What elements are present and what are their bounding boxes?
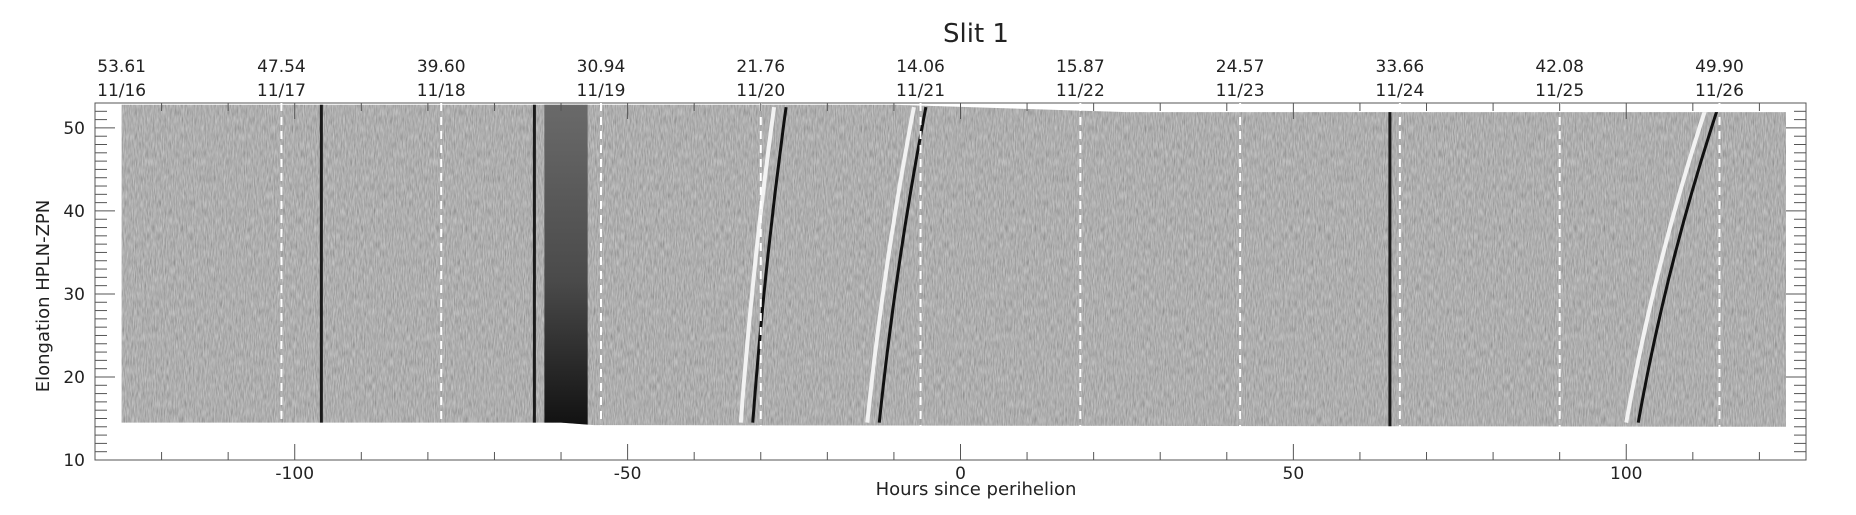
top-axis-label-group: 39.60 11/18 <box>417 57 466 101</box>
top-axis-date: 11/19 <box>576 81 625 101</box>
top-axis-label-group: 33.66 11/24 <box>1375 57 1424 101</box>
top-axis-value: 47.54 <box>257 57 306 77</box>
top-axis-date: 11/17 <box>257 81 306 101</box>
heatmap-background <box>121 104 1787 427</box>
x-axis-label: Hours since perihelion <box>876 479 1077 500</box>
top-axis-value: 21.76 <box>736 57 785 77</box>
top-axis-label-group: 30.94 11/19 <box>576 57 625 101</box>
top-axis-date: 11/23 <box>1216 81 1265 101</box>
dark-track-edge <box>1636 106 1720 423</box>
bright-track <box>865 106 916 423</box>
y-tick-label: 40 <box>63 202 85 222</box>
bright-track <box>1624 106 1709 423</box>
heatmap-image <box>121 104 1787 427</box>
dark-track-edge <box>877 106 928 423</box>
data-gap-band <box>544 104 588 427</box>
top-axis-date: 11/26 <box>1695 81 1744 101</box>
top-axis-date: 11/16 <box>97 81 146 101</box>
top-axis-date: 11/22 <box>1056 81 1105 101</box>
top-axis-value: 30.94 <box>577 57 626 77</box>
y-axis-label: Elongation HPLN-ZPN <box>33 200 54 392</box>
top-axis-label-group: 15.87 11/22 <box>1056 57 1105 101</box>
x-tick-label: 100 <box>1610 464 1642 484</box>
top-axis-value: 14.06 <box>896 57 945 77</box>
top-axis-value: 53.61 <box>97 57 146 77</box>
top-axis-label-group: 47.54 11/17 <box>257 57 306 101</box>
top-axis-date: 11/21 <box>896 81 945 101</box>
x-tick-label: 0 <box>955 464 966 484</box>
top-axis-value: 49.90 <box>1695 57 1744 77</box>
chart-title: Slit 1 <box>943 19 1009 49</box>
top-axis-date: 11/18 <box>417 81 466 101</box>
y-tick-label: 30 <box>63 285 85 305</box>
top-axis-label-group: 24.57 11/23 <box>1216 57 1265 101</box>
top-axis-label-group: 49.90 11/26 <box>1695 57 1744 101</box>
top-axis-value: 42.08 <box>1535 57 1584 77</box>
top-axis-label-group: 42.08 11/25 <box>1535 57 1584 101</box>
top-axis-date: 11/24 <box>1375 81 1424 101</box>
x-tick-label: -100 <box>275 464 314 484</box>
top-axis-date: 11/20 <box>736 81 785 101</box>
x-tick-label: -50 <box>614 464 642 484</box>
top-axis-label-group: 21.76 11/20 <box>736 57 785 101</box>
top-axis-label-group: 53.61 11/16 <box>97 57 146 101</box>
top-axis-date: 11/25 <box>1535 81 1584 101</box>
top-axis-value: 24.57 <box>1216 57 1265 77</box>
top-axis-value: 33.66 <box>1376 57 1425 77</box>
plot-frame <box>94 102 1807 461</box>
y-tick-label: 10 <box>63 451 85 471</box>
dark-track-edge <box>751 106 788 423</box>
top-axis-label-group: 14.06 11/21 <box>896 57 945 101</box>
y-tick-label: 50 <box>63 119 85 139</box>
top-axis-value: 15.87 <box>1056 57 1105 77</box>
top-axis-value: 39.60 <box>417 57 466 77</box>
x-tick-label: 50 <box>1283 464 1305 484</box>
y-tick-label: 20 <box>63 368 85 388</box>
bright-track <box>738 106 777 423</box>
